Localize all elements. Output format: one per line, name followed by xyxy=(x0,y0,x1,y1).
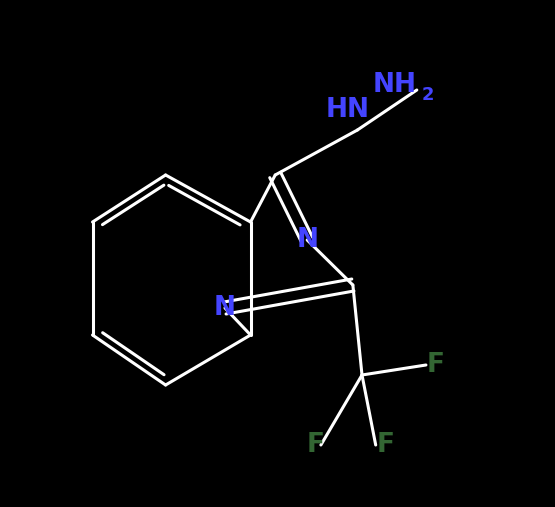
Text: N: N xyxy=(296,227,318,253)
Text: 2: 2 xyxy=(422,86,435,104)
Text: NH: NH xyxy=(373,72,417,98)
Text: HN: HN xyxy=(325,97,369,123)
Text: N: N xyxy=(214,295,236,321)
Text: F: F xyxy=(377,432,395,458)
Text: F: F xyxy=(427,352,445,378)
Text: F: F xyxy=(307,432,325,458)
